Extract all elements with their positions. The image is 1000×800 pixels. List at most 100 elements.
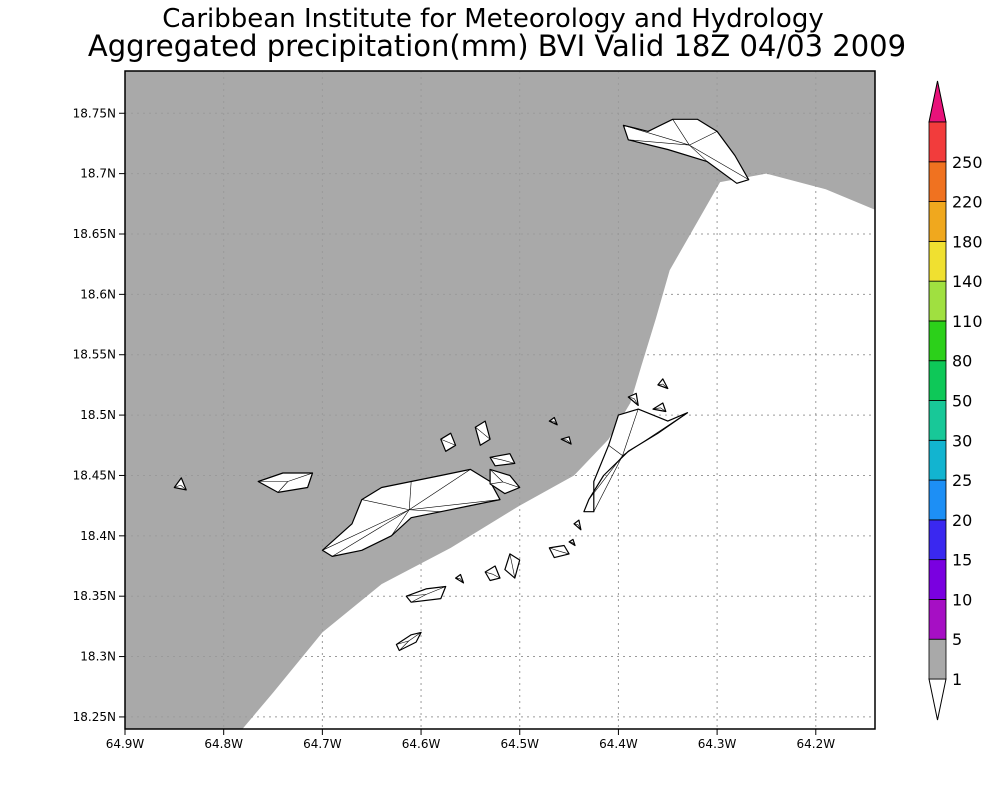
island-cell-boundary (689, 144, 708, 162)
island-shape (484, 565, 501, 582)
island-cell-boundary (287, 472, 313, 482)
colorbar-swatch (928, 201, 947, 242)
colorbar-label: 20 (952, 511, 972, 530)
colorbar-swatch (928, 599, 947, 640)
island-cell-boundary (502, 481, 520, 488)
colorbar-label: 110 (952, 312, 983, 331)
island-cell-boundary (448, 441, 456, 446)
island-cell-boundary (623, 125, 690, 146)
island-cell-boundary (628, 139, 690, 146)
island (173, 477, 187, 491)
colorbar-swatch (928, 320, 947, 362)
island-shape (489, 468, 521, 495)
island-cell-boundary (577, 524, 582, 530)
precipitation-area (125, 71, 875, 729)
island-cell-boundary (633, 398, 639, 406)
island-cell-boundary (485, 571, 493, 575)
island-cell-boundary (482, 432, 491, 440)
island-shape (627, 392, 639, 406)
colorbar-label: 1 (952, 670, 962, 689)
colorbar-swatch (928, 400, 947, 441)
colorbar-label: 15 (952, 551, 972, 570)
colorbar-swatch (928, 121, 947, 163)
island-cell-boundary (490, 457, 503, 461)
island (560, 436, 572, 445)
island (583, 408, 689, 513)
colorbar-swatch (928, 439, 947, 481)
island-cell-boundary (622, 408, 639, 456)
island (548, 416, 558, 426)
island-cell-boundary (489, 469, 504, 483)
lon-tick-label: 64.7W (303, 737, 342, 751)
colorbar-max-arrow (928, 80, 947, 123)
island (484, 565, 501, 582)
colorbar-label: 250 (952, 153, 983, 172)
lon-tick-label: 64.4W (599, 737, 638, 751)
colorbar-min-arrow (928, 678, 947, 721)
colorbar-swatch (928, 559, 947, 600)
island-cell-boundary (553, 420, 558, 425)
colorbar-swatch (928, 360, 947, 401)
island (321, 468, 501, 558)
island-cell-boundary (361, 499, 410, 511)
island (455, 573, 465, 584)
island-cell-boundary (322, 509, 410, 551)
longitude-ticks: 64.9W 64.8W 64.7W 64.6W 64.5W 64.4W 64.3W 64.2W (106, 729, 835, 751)
title-line-2: Aggregated precipitation(mm) BVI Valid 1… (88, 29, 906, 63)
lon-tick-label: 64.8W (204, 737, 243, 751)
island (652, 402, 667, 413)
colorbar-label: 10 (952, 590, 972, 609)
title-line-1: Caribbean Institute for Meteorology and … (162, 4, 823, 34)
island-cell-boundary (608, 445, 623, 456)
lon-tick-label: 64.6W (402, 737, 441, 751)
colorbar-label: 220 (952, 193, 983, 212)
island (395, 631, 422, 652)
island-cell-boundary (573, 523, 579, 525)
lat-tick-label: 18.25N (73, 710, 116, 724)
island (440, 432, 457, 452)
colorbar-label: 30 (952, 431, 972, 450)
island-cell-boundary (622, 412, 688, 456)
island-cell-boundary (174, 484, 181, 488)
island (489, 468, 521, 495)
island-cell-boundary (561, 438, 568, 441)
island (257, 472, 314, 493)
lat-tick-label: 18.65N (73, 227, 116, 241)
lon-tick-label: 64.9W (106, 737, 145, 751)
colorbar-label: 25 (952, 471, 972, 490)
island-cell-boundary (409, 469, 471, 510)
island-cell-boundary (475, 426, 483, 434)
island (657, 378, 669, 390)
lat-tick-label: 18.35N (73, 589, 116, 603)
colorbar-swatch (928, 280, 947, 322)
island-cell-boundary (652, 407, 661, 410)
island-cell-boundary (408, 481, 412, 510)
island (474, 420, 491, 446)
island (622, 118, 750, 184)
colorbar-label: 50 (952, 392, 972, 411)
lat-tick-label: 18.55N (73, 348, 116, 362)
island-cell-boundary (559, 550, 570, 555)
island-cell-boundary (492, 573, 501, 579)
colorbar-label: 80 (952, 352, 972, 371)
island-cell-boundary (396, 640, 409, 645)
island-cell-boundary (502, 459, 515, 464)
island-shape (173, 477, 187, 491)
lat-tick-label: 18.4N (80, 529, 116, 543)
lat-tick-label: 18.7N (80, 167, 116, 181)
colorbar-swatch (928, 638, 947, 680)
island-cell-boundary (588, 455, 623, 500)
colorbar-swatch (928, 479, 947, 521)
island-cell-boundary (391, 509, 410, 536)
island-cell-boundary (689, 144, 749, 180)
island-shape (548, 544, 570, 559)
island (504, 553, 521, 579)
lon-tick-label: 64.5W (500, 737, 539, 751)
island (573, 519, 582, 531)
island (568, 538, 576, 547)
island (489, 453, 516, 467)
island-cell-boundary (411, 594, 427, 603)
colorbar-swatch (928, 519, 947, 561)
island-cell-boundary (672, 119, 690, 146)
